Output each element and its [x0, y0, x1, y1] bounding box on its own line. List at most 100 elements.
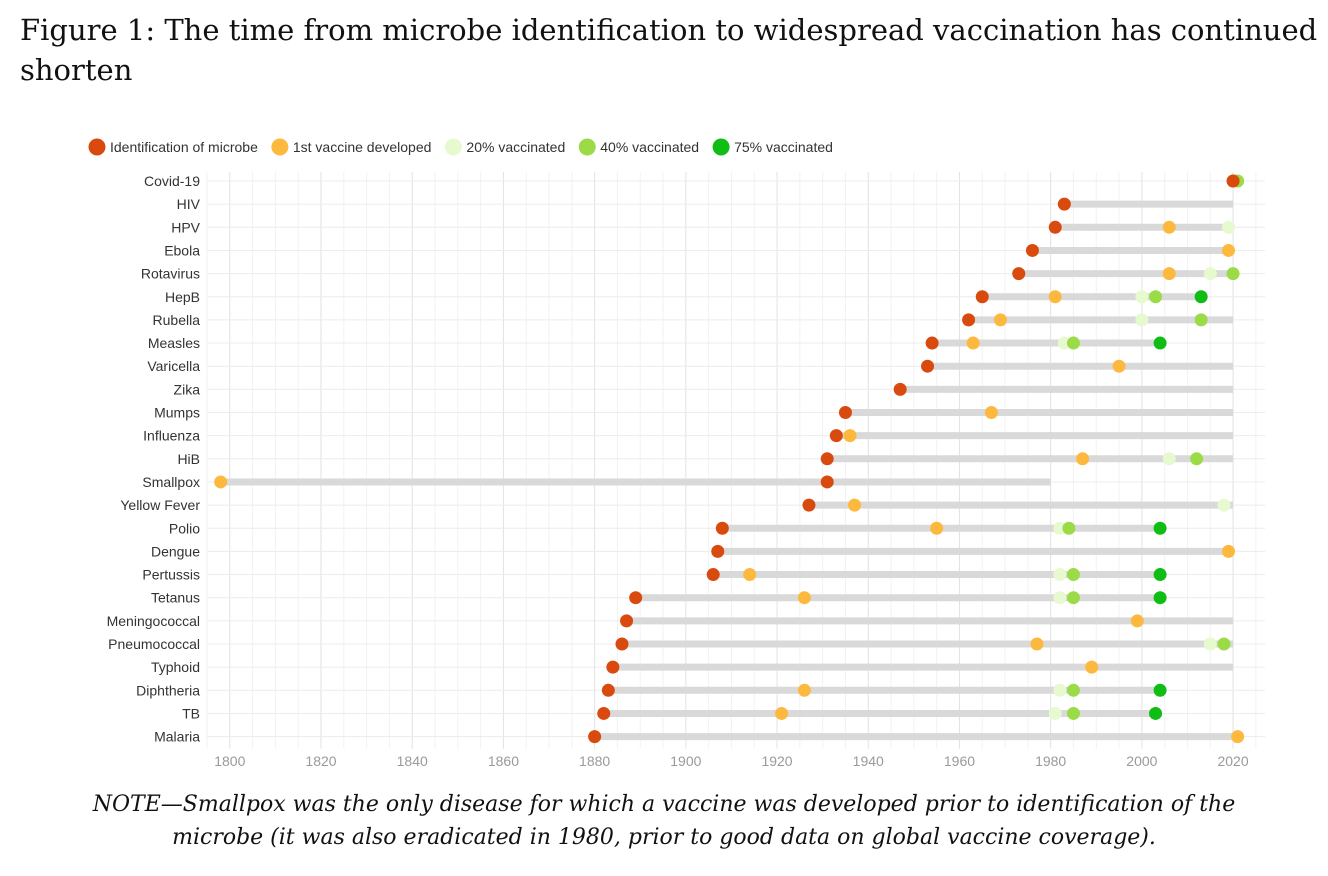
- row-pertussis: Pertussis: [142, 567, 1265, 583]
- dot-identification: [711, 544, 725, 558]
- row-label: HepB: [165, 289, 200, 305]
- legend-swatch-identification: [88, 138, 106, 156]
- dot-vaccine: [797, 591, 811, 605]
- dot-identification: [962, 313, 976, 327]
- dot-v20: [1162, 452, 1176, 466]
- chart-legend: Identification of microbe 1st vaccine dev…: [88, 138, 833, 156]
- dot-identification: [1057, 197, 1071, 211]
- row-label: Typhoid: [151, 659, 200, 675]
- x-tick-label-2020: 2020: [1217, 753, 1248, 769]
- dot-vaccine: [1076, 452, 1090, 466]
- dot-v40: [1226, 267, 1240, 281]
- dot-v40: [1149, 290, 1163, 304]
- row-label: Covid-19: [144, 173, 200, 189]
- row-label: Diphtheria: [136, 682, 200, 698]
- legend-swatch-v20: [444, 138, 462, 156]
- legend-swatch-vaccine: [271, 138, 289, 156]
- dot-v40: [1066, 336, 1080, 350]
- x-axis: 1800 1820 1840 1860 1880 1900 1920 1940 1960 1980…: [214, 753, 1249, 769]
- row-label: Pneumococcal: [108, 636, 200, 652]
- dot-v75: [1153, 591, 1167, 605]
- x-tick-label-1900: 1900: [670, 753, 701, 769]
- dot-vaccine: [1231, 730, 1245, 744]
- dot-v20: [1057, 336, 1071, 350]
- dot-identification: [838, 406, 852, 419]
- figure-note: NOTE—Smallpox was the only disease for w…: [0, 788, 1328, 854]
- dot-vaccine: [930, 521, 944, 535]
- dot-vaccine: [1048, 290, 1062, 304]
- dot-v20: [1135, 313, 1149, 327]
- row-label: Varicella: [147, 358, 200, 374]
- row-varicella: Varicella: [147, 358, 1265, 374]
- row-typhoid: Typhoid: [151, 659, 1265, 675]
- row-pneumococcal: Pneumococcal: [108, 636, 1265, 652]
- row-label: Influenza: [143, 428, 200, 444]
- timeline-dot-chart: Identification of microbe 1st vaccine dev…: [88, 138, 1265, 769]
- x-tick-label-1920: 1920: [761, 753, 792, 769]
- row-rotavirus: Rotavirus: [141, 266, 1265, 282]
- dot-identification: [706, 568, 720, 582]
- row-tb: TB: [182, 705, 1265, 721]
- dot-vaccine: [1130, 614, 1144, 628]
- row-label: Zika: [174, 381, 201, 397]
- dot-v75: [1153, 683, 1167, 697]
- dot-vaccine: [1085, 660, 1099, 674]
- dot-identification: [588, 730, 602, 744]
- row-malaria: Malaria: [154, 729, 1265, 745]
- figure-note-line-1: NOTE—Smallpox was the only disease for w…: [92, 792, 1236, 817]
- dot-vaccine: [1030, 637, 1044, 651]
- row-hib: HiB: [177, 451, 1265, 467]
- legend-swatch-v75: [712, 138, 730, 156]
- dot-identification: [1048, 220, 1062, 234]
- row-hiv: HIV: [177, 196, 1265, 212]
- row-label: Pertussis: [142, 567, 200, 583]
- dot-identification: [1025, 243, 1039, 257]
- dot-v75: [1153, 521, 1167, 535]
- row-label: Ebola: [164, 242, 200, 258]
- x-tick-label-1840: 1840: [397, 753, 428, 769]
- figure-title: Figure 1: The time from microbe identifi…: [20, 10, 1320, 90]
- dot-vaccine: [797, 683, 811, 697]
- dot-v75: [1194, 290, 1208, 304]
- dot-vaccine: [1222, 544, 1236, 558]
- dot-vaccine: [743, 568, 757, 582]
- dot-v20: [1053, 568, 1067, 582]
- legend-label-v40: 40% vaccinated: [600, 139, 699, 155]
- dot-v20: [1048, 706, 1062, 720]
- x-tick-label-1940: 1940: [853, 753, 884, 769]
- dot-v40: [1190, 452, 1204, 466]
- dot-identification: [829, 429, 843, 443]
- dot-vaccine: [966, 336, 980, 350]
- figure-title-line-2: shorten: [20, 53, 133, 87]
- dot-v75: [1153, 568, 1167, 582]
- row-label: Tetanus: [151, 590, 200, 606]
- dot-identification: [921, 359, 935, 373]
- dot-identification: [615, 637, 629, 651]
- row-dengue: Dengue: [151, 543, 1265, 559]
- chart-rows: Covid-19 HIV HPV Ebola Rotavirus HepB Rubella M…: [107, 173, 1265, 745]
- dot-v20: [1203, 267, 1217, 281]
- row-label: Smallpox: [142, 474, 200, 490]
- x-tick-label-1880: 1880: [579, 753, 610, 769]
- dot-v40: [1062, 521, 1076, 535]
- dot-identification: [893, 382, 907, 396]
- dot-vaccine: [848, 498, 862, 512]
- figure-note-line-2: microbe (it was also eradicated in 1980,…: [172, 825, 1156, 850]
- x-tick-label-2000: 2000: [1126, 753, 1157, 769]
- row-label: Yellow Fever: [120, 497, 200, 513]
- row-tetanus: Tetanus: [151, 590, 1265, 606]
- row-label: HiB: [177, 451, 200, 467]
- legend-swatch-v40: [578, 138, 596, 156]
- legend-label-v20: 20% vaccinated: [466, 139, 565, 155]
- row-ebola: Ebola: [164, 242, 1265, 258]
- row-label: HPV: [171, 219, 200, 235]
- row-label: TB: [182, 705, 200, 721]
- dot-vaccine: [1162, 220, 1176, 234]
- dot-vaccine: [1222, 243, 1236, 257]
- row-label: HIV: [177, 196, 201, 212]
- dot-v20: [1217, 498, 1231, 512]
- dot-v40: [1066, 683, 1080, 697]
- dot-identification: [620, 614, 634, 628]
- x-tick-label-1960: 1960: [944, 753, 975, 769]
- dot-vaccine: [214, 475, 228, 489]
